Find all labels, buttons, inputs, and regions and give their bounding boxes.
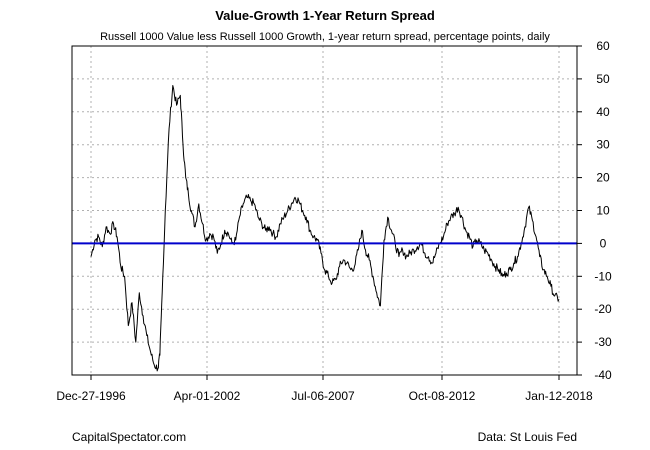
x-tick-label: Jul-06-2007 <box>291 389 355 403</box>
x-tick-label: Oct-08-2012 <box>409 389 476 403</box>
y-tick-label: -10 <box>594 269 612 283</box>
x-tick-label: Apr-01-2002 <box>174 389 241 403</box>
y-tick-label: 10 <box>596 204 610 218</box>
y-tick-label: 50 <box>596 72 610 86</box>
y-tick-label: -40 <box>594 368 612 382</box>
x-tick-label: Jan-12-2018 <box>525 389 593 403</box>
chart-title: Value-Growth 1-Year Return Spread <box>215 8 435 23</box>
y-tick-label: -30 <box>594 335 612 349</box>
series-line <box>90 85 560 372</box>
x-tick-label: Dec-27-1996 <box>56 389 126 403</box>
y-tick-label: 40 <box>596 105 610 119</box>
y-tick-label: 0 <box>600 236 607 250</box>
y-tick-label: 30 <box>596 138 610 152</box>
plot-frame <box>71 45 578 376</box>
y-tick-label: -20 <box>594 302 612 316</box>
y-tick-label: 20 <box>596 171 610 185</box>
y-tick-label: 60 <box>596 39 610 53</box>
footer-data-source: Data: St Louis Fed <box>477 430 577 444</box>
chart-subtitle: Russell 1000 Value less Russell 1000 Gro… <box>100 31 550 43</box>
footer-source-site: CapitalSpectator.com <box>72 430 187 444</box>
